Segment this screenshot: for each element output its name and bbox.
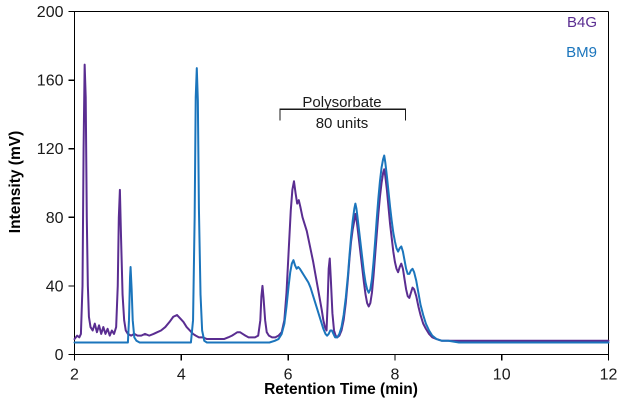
y-axis-title: Intensity (mV): [7, 131, 24, 233]
x-tick-label: 4: [177, 367, 186, 384]
y-axis-ticks: 0 40 80 120 160 200: [37, 4, 75, 364]
x-tick-label: 2: [70, 367, 79, 384]
annotation-line-1: Polysorbate: [302, 94, 381, 111]
x-tick-label: 10: [493, 367, 511, 384]
polysorbate-annotation: Polysorbate 80 units: [279, 94, 407, 132]
annotation-line-2: 80 units: [316, 115, 369, 132]
y-tick-label: 80: [46, 210, 64, 227]
y-tick-label: 160: [37, 73, 64, 90]
y-tick-label: 0: [55, 347, 64, 364]
y-tick-label: 40: [46, 278, 64, 295]
y-tick-label: 200: [37, 4, 64, 21]
annotation-bracket: [279, 108, 407, 121]
x-axis-title: Retention Time (min): [264, 381, 418, 398]
trace-bm9: [73, 67, 610, 344]
data-traces: [73, 63, 610, 344]
plot-frame: [73, 10, 610, 356]
x-tick-label: 8: [390, 367, 399, 384]
legend-item-b4g: B4G: [567, 14, 597, 31]
legend: B4G BM9: [566, 14, 597, 61]
x-tick-label: 12: [600, 367, 618, 384]
trace-b4g: [73, 63, 610, 342]
x-axis-ticks: 2 4 6 8 10 12: [70, 354, 618, 384]
legend-item-bm9: BM9: [566, 44, 597, 61]
x-tick-label: 6: [284, 367, 293, 384]
y-tick-label: 120: [37, 141, 64, 158]
